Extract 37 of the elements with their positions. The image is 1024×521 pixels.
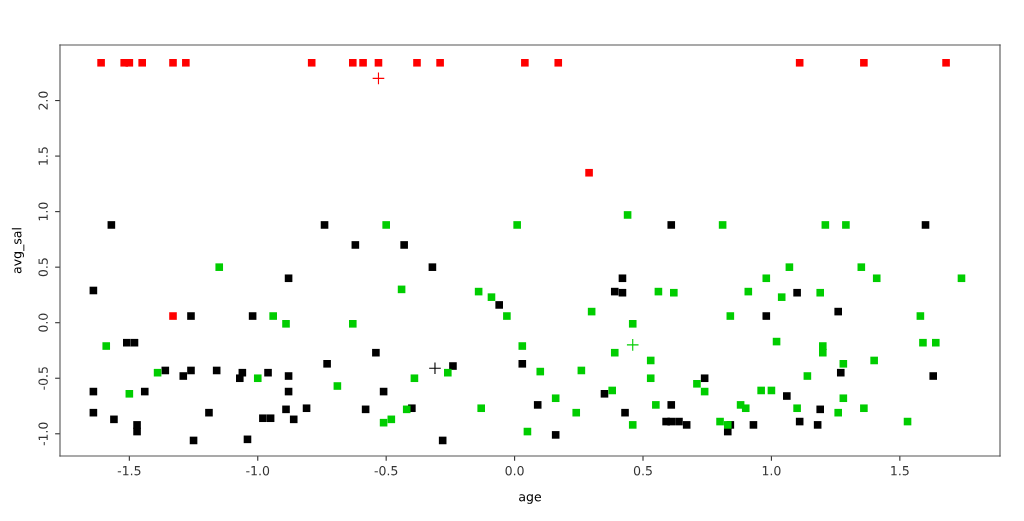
y-axis-title: avg_sal [11,228,25,274]
point [169,312,177,320]
y-tick-label: 0.0 [38,313,48,332]
point [307,58,316,67]
x-tick-label: 1.5 [891,466,909,476]
point [372,71,385,85]
x-tick-label: 0.5 [633,465,652,476]
point [182,58,190,67]
x-tick-label: -0.5 [374,465,398,476]
y-tick-label: -0.5 [38,367,48,390]
point [795,58,804,67]
point [428,361,442,375]
y-tick-label: -1.0 [38,422,48,446]
x-tick-label: 1.0 [762,465,781,476]
x-tick-label: -1.0 [246,465,270,476]
point [585,168,593,177]
point [97,58,105,67]
x-axis-title: age [519,494,541,504]
y-tick-label: 1.0 [38,202,48,221]
point [860,58,868,67]
point [626,338,640,352]
x-tick-label: -1.5 [117,466,141,476]
point [554,58,563,67]
point [521,58,529,67]
point [359,58,367,67]
point [138,58,146,67]
point [169,58,177,67]
y-tick-label: 2.0 [38,91,48,110]
y-tick-label: 0.5 [38,258,48,277]
point [348,58,357,67]
point [413,58,421,67]
point [125,58,134,67]
point [374,58,383,67]
x-tick-label: 0.0 [505,465,524,476]
y-tick-label: 1.5 [38,147,48,165]
point [942,58,950,67]
point [436,58,444,67]
